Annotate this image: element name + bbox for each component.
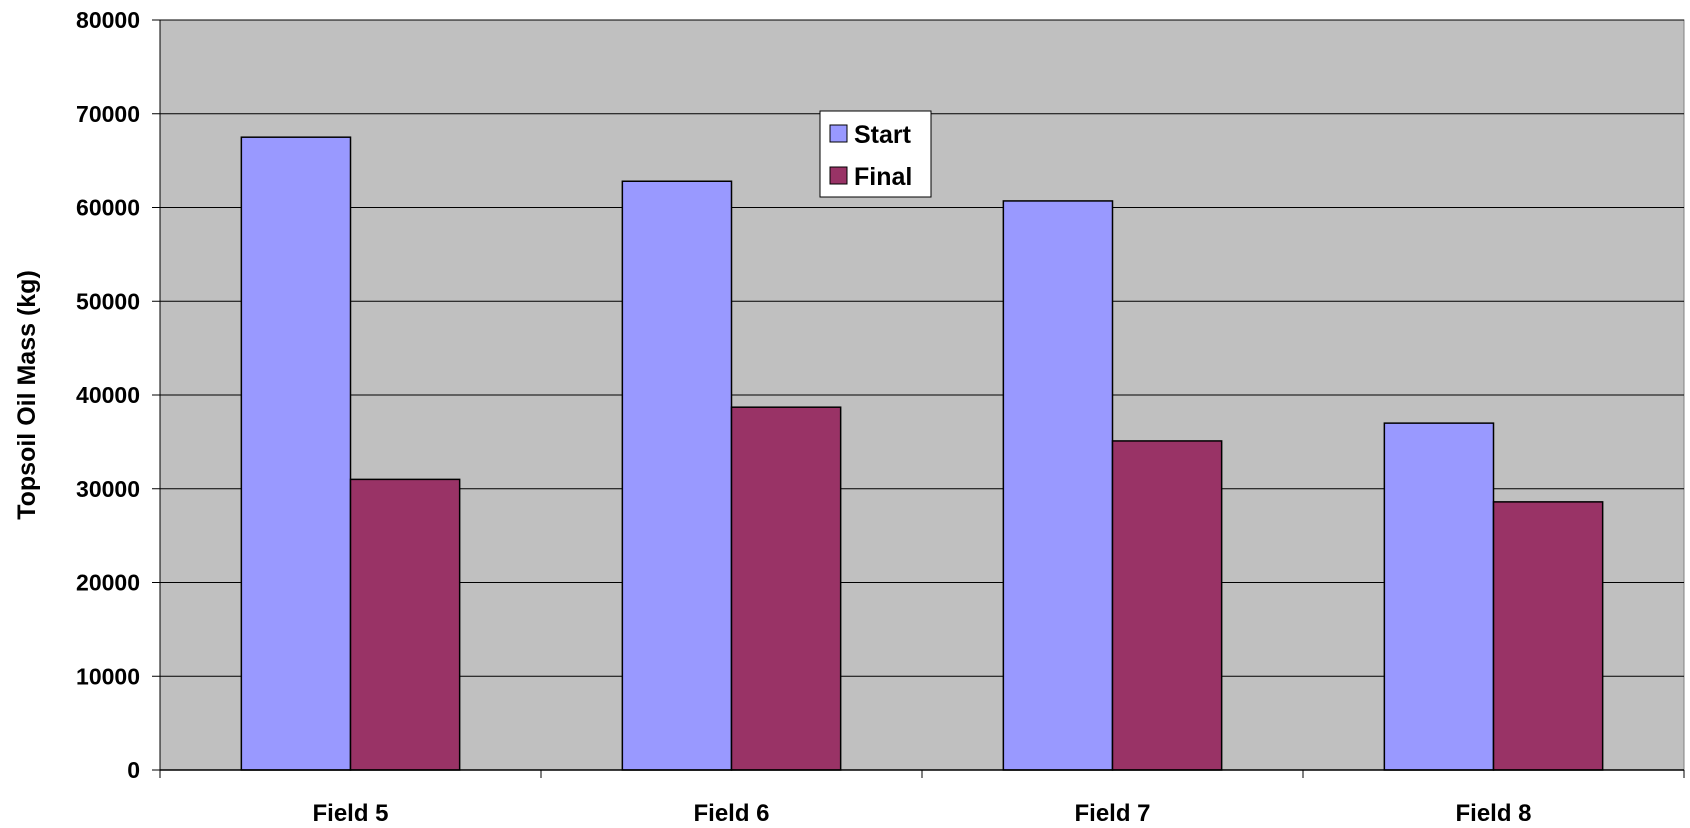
y-tick-label: 30000 (76, 476, 140, 502)
legend-label-final: Final (854, 163, 912, 191)
legend-swatch-start (829, 124, 848, 143)
x-category-label: Field 5 (312, 800, 388, 827)
bar-start-field-5 (240, 136, 352, 771)
y-tick-label: 50000 (76, 288, 140, 314)
y-tick-label: 0 (127, 757, 140, 783)
y-tick-label: 10000 (76, 663, 140, 689)
bar-start-field-6 (621, 180, 733, 771)
y-tick-labels: 0 10000 20000 30000 40000 50000 60000 70000 8000… (76, 7, 140, 783)
x-category-label: Field 7 (1074, 800, 1150, 827)
axes (152, 19, 1685, 778)
y-tick-label: 80000 (76, 7, 140, 33)
bar-final-field-7 (1111, 440, 1223, 771)
bar-start-field-7 (1002, 200, 1114, 771)
y-axis-title: Topsoil Oil Mass (kg) (13, 270, 41, 520)
y-tick-label: 60000 (76, 195, 140, 221)
legend: Start Final (819, 110, 932, 198)
legend-label-start: Start (854, 121, 912, 149)
bar-start-field-8 (1383, 422, 1495, 771)
y-tick-label: 40000 (76, 382, 140, 408)
x-category-label: Field 8 (1455, 800, 1531, 827)
bar-final-field-6 (730, 406, 842, 771)
bar-final-field-5 (349, 478, 461, 771)
bar-final-field-8 (1492, 501, 1604, 771)
y-tick-label: 20000 (76, 570, 140, 596)
legend-swatch-final (829, 166, 848, 185)
bars (240, 136, 1604, 771)
x-category-labels: Field 5 Field 6 Field 7 Field 8 (312, 800, 1531, 827)
y-tick-label: 70000 (76, 101, 140, 127)
x-category-label: Field 6 (693, 800, 769, 827)
